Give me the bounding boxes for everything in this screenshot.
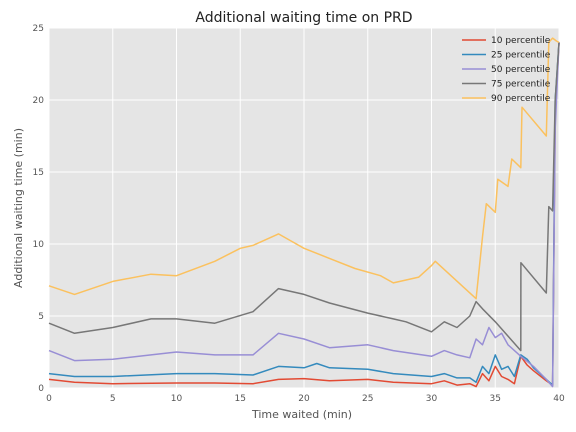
legend-label: 75 percentile (491, 80, 551, 90)
x-tick-label: 15 (235, 394, 246, 404)
y-tick-label: 5 (38, 312, 44, 322)
y-tick-label: 0 (38, 384, 44, 394)
x-tick-label: 0 (46, 394, 52, 404)
y-axis-label: Additional waiting time (min) (12, 128, 25, 288)
legend-label: 10 percentile (491, 36, 551, 46)
x-tick-label: 35 (490, 394, 501, 404)
x-axis-label: Time waited (min) (251, 408, 352, 421)
chart-title: Additional waiting time on PRD (195, 10, 412, 26)
y-tick-label: 15 (33, 168, 44, 178)
gridlines (48, 27, 560, 389)
x-tick-label: 20 (298, 394, 310, 404)
x-tick-label: 5 (110, 394, 116, 404)
y-tick-label: 10 (33, 240, 45, 250)
x-tick-label: 25 (362, 394, 373, 404)
series-line-90-percentile (48, 37, 560, 300)
y-tick-label: 25 (33, 24, 44, 34)
series-layer (48, 37, 560, 388)
series-line-10-percentile (48, 42, 560, 388)
legend-label: 90 percentile (491, 94, 551, 104)
x-tick-label: 40 (553, 394, 565, 404)
legend-label: 25 percentile (491, 51, 551, 61)
series-line-75-percentile (48, 42, 560, 352)
series-line-25-percentile (48, 42, 560, 386)
y-tick-label: 20 (33, 96, 45, 106)
x-tick-label: 10 (171, 394, 183, 404)
legend: 10 percentile 25 percentile 50 percentile 7… (462, 36, 551, 104)
x-tick-label: 30 (426, 394, 438, 404)
legend-label: 50 percentile (491, 65, 551, 75)
tick-labels: 0 5 10 15 20 25 30 35 40 0 5 10 15 20 25 (33, 24, 565, 404)
series-line-50-percentile (48, 42, 560, 388)
